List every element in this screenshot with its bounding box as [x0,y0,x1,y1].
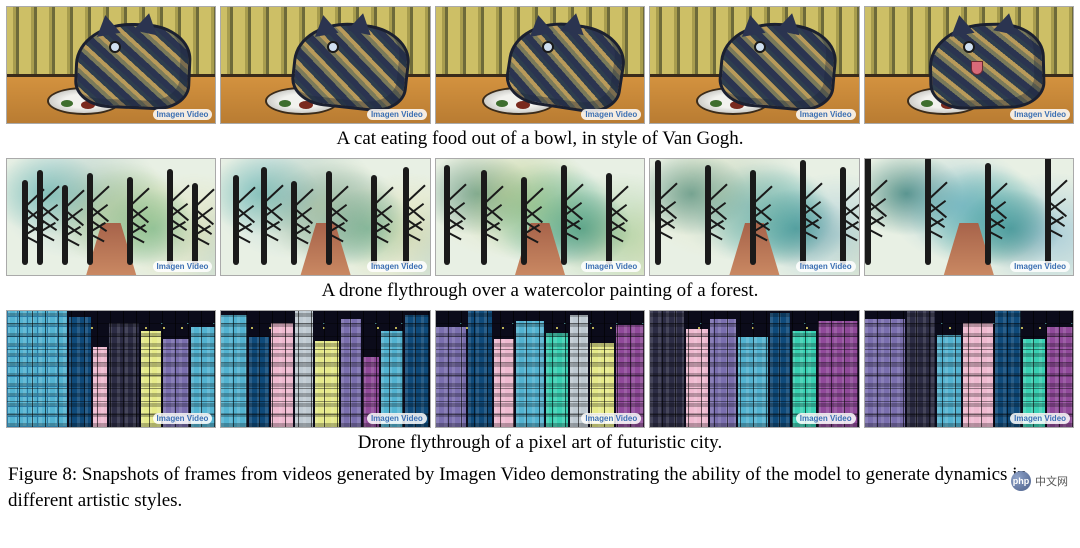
row-caption: A drone flythrough over a watercolor pai… [6,280,1074,302]
video-frame: Imagen Video [220,6,430,124]
video-frame: Imagen Video [220,158,430,276]
frame-row: Imagen Video Imagen Video Imagen Video Imag… [6,6,1074,124]
watermark: Imagen Video [153,413,213,424]
watermark: Imagen Video [367,413,427,424]
video-frame: Imagen Video [435,158,645,276]
watermark: Imagen Video [796,261,856,272]
watermark: Imagen Video [1010,261,1070,272]
watermark: Imagen Video [153,109,213,120]
site-logo: php中文网 [1011,471,1068,491]
watermark: Imagen Video [367,109,427,120]
video-frame: Imagen Video [435,310,645,428]
watermark: Imagen Video [1010,413,1070,424]
row-caption: Drone flythrough of a pixel art of futur… [6,432,1074,454]
frame-row: Imagen Video Imagen Video Imagen Video Imag… [6,310,1074,428]
watermark: Imagen Video [153,261,213,272]
watermark: Imagen Video [1010,109,1070,120]
video-frame: Imagen Video [649,310,859,428]
watermark: Imagen Video [581,109,641,120]
row-caption: A cat eating food out of a bowl, in styl… [6,128,1074,150]
frame-row: Imagen Video Imagen Video Imagen Video Imag… [6,158,1074,276]
video-frame: Imagen Video [649,158,859,276]
watermark: Imagen Video [367,261,427,272]
watermark: Imagen Video [796,413,856,424]
video-frame: Imagen Video [435,6,645,124]
figure-caption: Figure 8: Snapshots of frames from video… [6,462,1074,513]
video-frame: Imagen Video [220,310,430,428]
video-frame: Imagen Video [864,310,1074,428]
video-frame: Imagen Video [6,6,216,124]
video-frame: Imagen Video [6,310,216,428]
watermark: Imagen Video [796,109,856,120]
watermark: Imagen Video [581,261,641,272]
watermark: Imagen Video [581,413,641,424]
video-frame: Imagen Video [6,158,216,276]
video-frame: Imagen Video [864,158,1074,276]
video-frame: Imagen Video [864,6,1074,124]
video-frame: Imagen Video [649,6,859,124]
